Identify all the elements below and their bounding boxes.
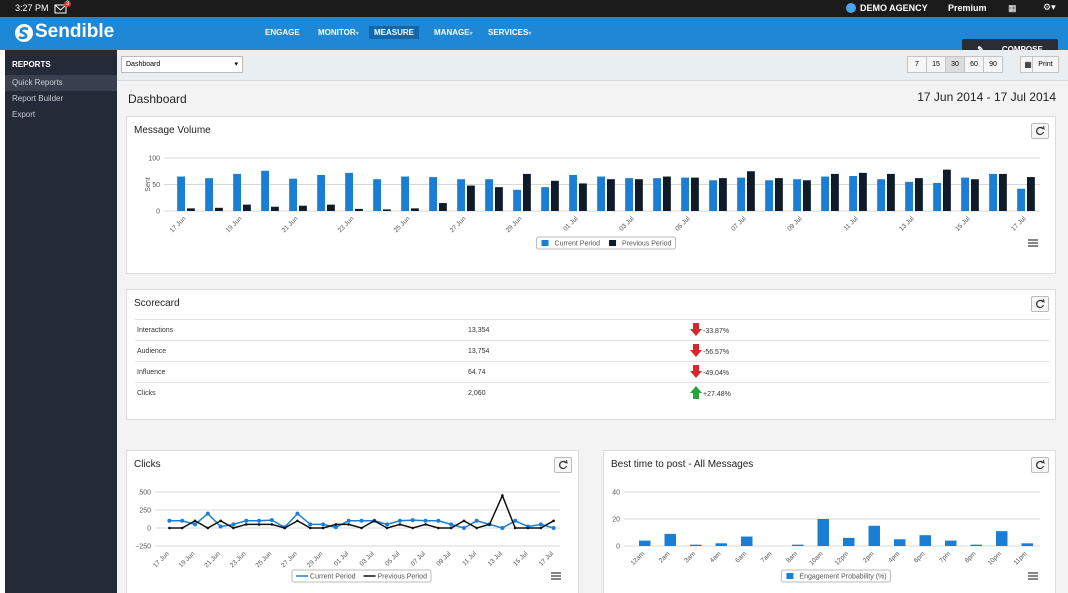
metric-label: Clicks: [137, 390, 156, 397]
dashboard-select[interactable]: Dashboard ▾: [121, 56, 243, 73]
date-range: 17 Jun 2014 - 17 Jul 2014: [917, 90, 1056, 104]
metric-label: Interactions: [137, 327, 174, 334]
trend-arrow: [690, 344, 702, 357]
panel-title: Clicks: [134, 459, 161, 470]
mail-badge: 3: [64, 1, 72, 7]
scorecard-panel: Scorecard Interactions 13,354 -33.87% Audie…: [126, 289, 1056, 420]
logo[interactable]: Sendible: [35, 21, 115, 42]
range-button[interactable]: 15: [926, 56, 946, 73]
range-button[interactable]: 60: [964, 56, 984, 73]
metric-value: 13,354: [468, 327, 490, 334]
settings-icon[interactable]: ⚙▾: [1043, 2, 1056, 12]
refresh-button[interactable]: [1031, 123, 1049, 139]
nav-item[interactable]: MEASURE: [369, 26, 420, 39]
range-button[interactable]: 90: [983, 56, 1003, 73]
message-volume-panel: Message Volume: [126, 116, 1056, 274]
nav-item[interactable]: MONITOR▾: [318, 28, 359, 37]
metric-label: Audience: [137, 348, 167, 355]
status-bar: 3:27 PM 3 DEMO AGENCY Premium ▦ ⚙▾: [0, 0, 1068, 17]
sidebar-menu: Quick Reports Report Builder Export: [5, 75, 117, 123]
nav-item[interactable]: SERVICES▾: [488, 28, 532, 37]
compose-label: COMPOSE: [1002, 45, 1043, 54]
metric-label: Influence: [137, 369, 166, 376]
clicks-panel: Clicks: [126, 450, 579, 593]
scorecard-row: Influence 64.74 -49.04%: [135, 361, 1050, 383]
apps-icon[interactable]: ▦: [1008, 3, 1017, 13]
nav-item[interactable]: ENGAGE: [265, 28, 300, 37]
metric-value: 64.74: [468, 369, 486, 376]
account-menu[interactable]: DEMO AGENCY: [860, 3, 928, 13]
metric-value: 2,060: [468, 390, 486, 397]
dashboard-select-label: Dashboard: [126, 61, 161, 68]
metric-change: -56.57%: [703, 349, 730, 356]
sidebar-item[interactable]: Quick Reports: [5, 75, 117, 91]
avatar: [846, 3, 856, 13]
nav-bar: Sendible ENGAGE MONITOR▾ MEASURE MANAGE▾ SER…: [0, 17, 1068, 61]
trend-arrow: [690, 386, 702, 399]
mail-icon[interactable]: [54, 3, 70, 14]
panel-title: Message Volume: [134, 125, 211, 136]
sidebar: REPORTS Quick Reports Report Builder Expor…: [5, 50, 117, 593]
nav-item[interactable]: MANAGE▾: [434, 28, 473, 37]
sidebar-item[interactable]: Report Builder: [12, 94, 64, 103]
range-button[interactable]: 7: [907, 56, 927, 73]
logo-icon: [15, 24, 33, 42]
clock: 3:27 PM: [15, 3, 49, 13]
page-title: Dashboard: [128, 92, 187, 106]
refresh-button[interactable]: [1031, 296, 1049, 312]
plan: Premium: [948, 3, 987, 13]
trend-arrow: [690, 365, 702, 378]
metric-change: -33.87%: [703, 328, 730, 335]
metric-value: 13,754: [468, 348, 490, 355]
scorecard-row: Clicks 2,060 +27.48%: [135, 382, 1050, 404]
refresh-button[interactable]: [1031, 457, 1049, 473]
metric-change: -49.04%: [703, 370, 730, 377]
best-time-panel: Best time to post - All Messages: [603, 450, 1056, 593]
scorecard-row: Audience 13,754 -56.57%: [135, 340, 1050, 362]
panel-title: Best time to post - All Messages: [611, 459, 754, 470]
metric-change: +27.48%: [703, 391, 731, 398]
refresh-button[interactable]: [554, 457, 572, 473]
range-button[interactable]: 30: [945, 56, 965, 73]
sidebar-item[interactable]: Export: [12, 110, 36, 119]
sidebar-title: REPORTS: [12, 60, 51, 69]
panel-title: Scorecard: [134, 298, 180, 309]
trend-arrow: [690, 323, 702, 336]
scorecard-row: Interactions 13,354 -33.87%: [135, 319, 1050, 341]
print-button[interactable]: Print: [1032, 56, 1059, 73]
